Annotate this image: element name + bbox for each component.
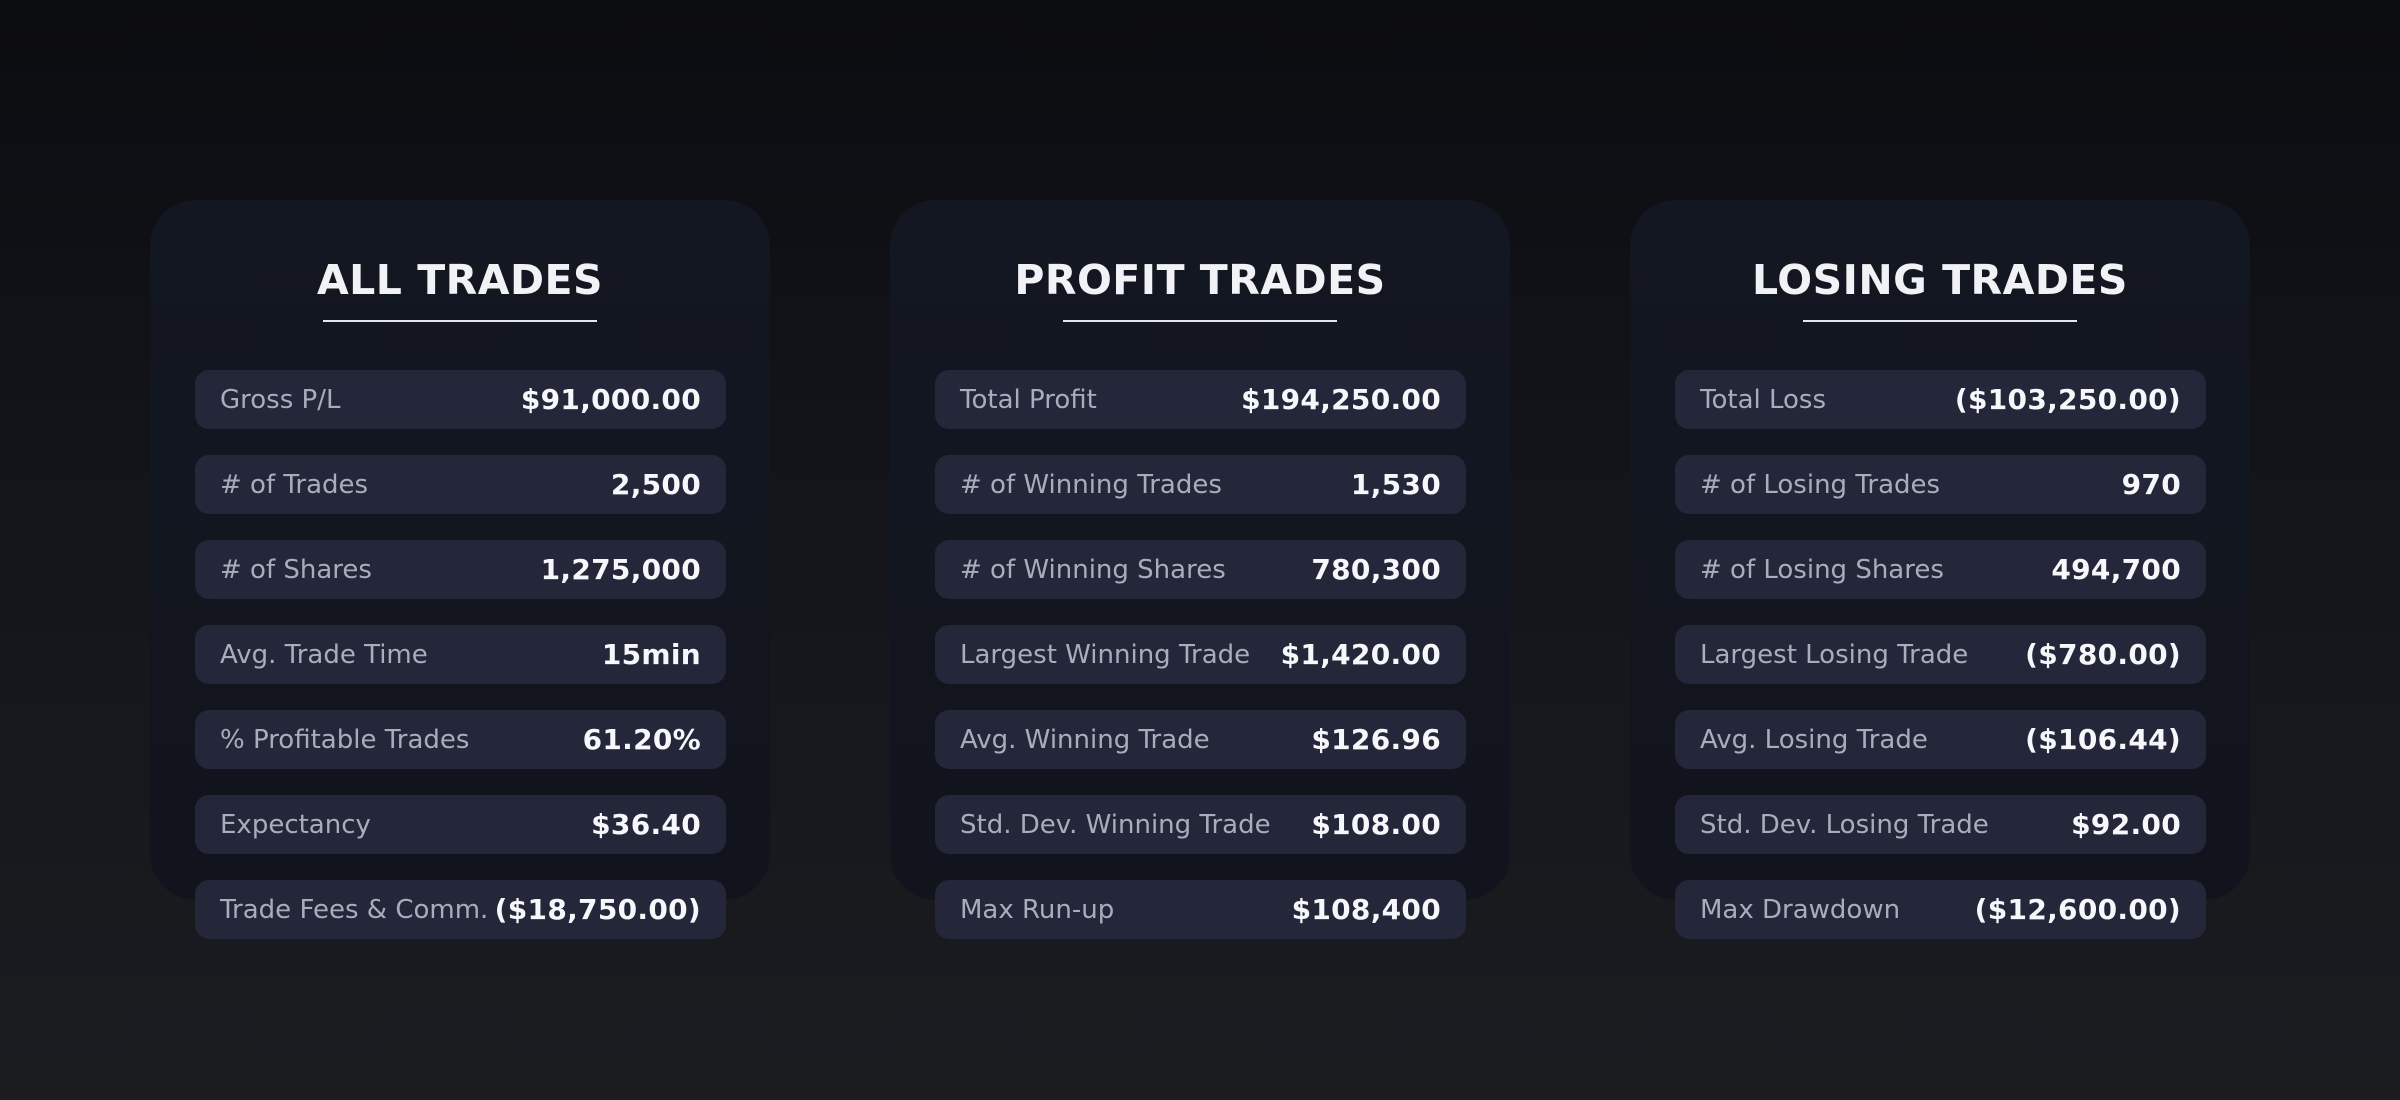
stat-value: 1,530 [1350, 468, 1441, 501]
losing-trades-panel: LOSING TRADES Total Loss ($103,250.00) #… [1630, 200, 2250, 939]
stat-row-total-profit: Total Profit $194,250.00 [935, 370, 1466, 429]
stat-label: Std. Dev. Losing Trade [1700, 809, 1989, 840]
stat-row-winning-shares: # of Winning Shares 780,300 [935, 540, 1466, 599]
stat-value: 61.20% [582, 723, 701, 756]
stat-label: % Profitable Trades [220, 724, 470, 755]
stat-row-number-of-trades: # of Trades 2,500 [195, 455, 726, 514]
stat-row-avg-trade-time: Avg. Trade Time 15min [195, 625, 726, 684]
stat-value: 494,700 [2051, 553, 2181, 586]
stat-row-largest-winning-trade: Largest Winning Trade $1,420.00 [935, 625, 1466, 684]
stat-row-expectancy: Expectancy $36.40 [195, 795, 726, 854]
stat-label: Expectancy [220, 809, 371, 840]
stat-label: Std. Dev. Winning Trade [960, 809, 1271, 840]
stat-value: $126.96 [1311, 723, 1441, 756]
stat-value: $1,420.00 [1280, 638, 1441, 671]
title-underline [1063, 320, 1337, 322]
stat-value: ($780.00) [2025, 638, 2181, 671]
stat-row-losing-shares: # of Losing Shares 494,700 [1675, 540, 2206, 599]
stat-value: 1,275,000 [540, 553, 701, 586]
stat-label: Total Profit [960, 384, 1097, 415]
stat-label: # of Winning Trades [960, 469, 1222, 500]
stat-value: ($12,600.00) [1974, 893, 2181, 926]
stat-label: # of Losing Trades [1700, 469, 1941, 500]
stat-value: ($18,750.00) [494, 893, 701, 926]
all-trades-panel: ALL TRADES Gross P/L $91,000.00 # of Tra… [150, 200, 770, 939]
stat-label: # of Shares [220, 554, 372, 585]
stat-label: Max Drawdown [1700, 894, 1901, 925]
stat-row-max-run-up: Max Run-up $108,400 [935, 880, 1466, 939]
stat-value: $36.40 [591, 808, 701, 841]
stat-row-largest-losing-trade: Largest Losing Trade ($780.00) [1675, 625, 2206, 684]
stat-value: $194,250.00 [1241, 383, 1441, 416]
profit-trades-panel: PROFIT TRADES Total Profit $194,250.00 #… [890, 200, 1510, 939]
stat-label: Avg. Losing Trade [1700, 724, 1928, 755]
stat-row-std-dev-winning-trade: Std. Dev. Winning Trade $108.00 [935, 795, 1466, 854]
all-trades-title: ALL TRADES [316, 256, 604, 304]
stat-label: Avg. Trade Time [220, 639, 428, 670]
stat-value: $91,000.00 [520, 383, 701, 416]
stat-row-losing-trades: # of Losing Trades 970 [1675, 455, 2206, 514]
stat-value: $108.00 [1311, 808, 1441, 841]
stat-label: Gross P/L [220, 384, 341, 415]
stat-row-avg-losing-trade: Avg. Losing Trade ($106.44) [1675, 710, 2206, 769]
stat-value: 970 [2121, 468, 2181, 501]
stat-row-total-loss: Total Loss ($103,250.00) [1675, 370, 2206, 429]
stat-row-gross-pl: Gross P/L $91,000.00 [195, 370, 726, 429]
stat-value: ($106.44) [2025, 723, 2181, 756]
stat-label: Largest Losing Trade [1700, 639, 1969, 670]
stat-value: 780,300 [1311, 553, 1441, 586]
stat-label: # of Losing Shares [1700, 554, 1944, 585]
stat-row-std-dev-losing-trade: Std. Dev. Losing Trade $92.00 [1675, 795, 2206, 854]
stat-label: Max Run-up [960, 894, 1115, 925]
stat-label: Largest Winning Trade [960, 639, 1251, 670]
stat-label: Trade Fees & Comm. [220, 894, 489, 925]
stat-label: # of Trades [220, 469, 369, 500]
losing-trades-title: LOSING TRADES [1752, 256, 2128, 304]
stat-row-avg-winning-trade: Avg. Winning Trade $126.96 [935, 710, 1466, 769]
title-underline [323, 320, 597, 322]
stat-value: 2,500 [610, 468, 701, 501]
title-underline [1803, 320, 2077, 322]
stat-row-trade-fees: Trade Fees & Comm. ($18,750.00) [195, 880, 726, 939]
stat-value: $108,400 [1291, 893, 1441, 926]
profit-trades-title: PROFIT TRADES [1014, 256, 1386, 304]
stat-row-winning-trades: # of Winning Trades 1,530 [935, 455, 1466, 514]
stat-row-profitable-trades: % Profitable Trades 61.20% [195, 710, 726, 769]
stat-row-max-drawdown: Max Drawdown ($12,600.00) [1675, 880, 2206, 939]
stat-label: Total Loss [1700, 384, 1827, 415]
stat-value: ($103,250.00) [1954, 383, 2181, 416]
stat-label: Avg. Winning Trade [960, 724, 1210, 755]
stat-label: # of Winning Shares [960, 554, 1226, 585]
stat-value: 15min [601, 638, 701, 671]
stat-row-number-of-shares: # of Shares 1,275,000 [195, 540, 726, 599]
stat-value: $92.00 [2071, 808, 2181, 841]
